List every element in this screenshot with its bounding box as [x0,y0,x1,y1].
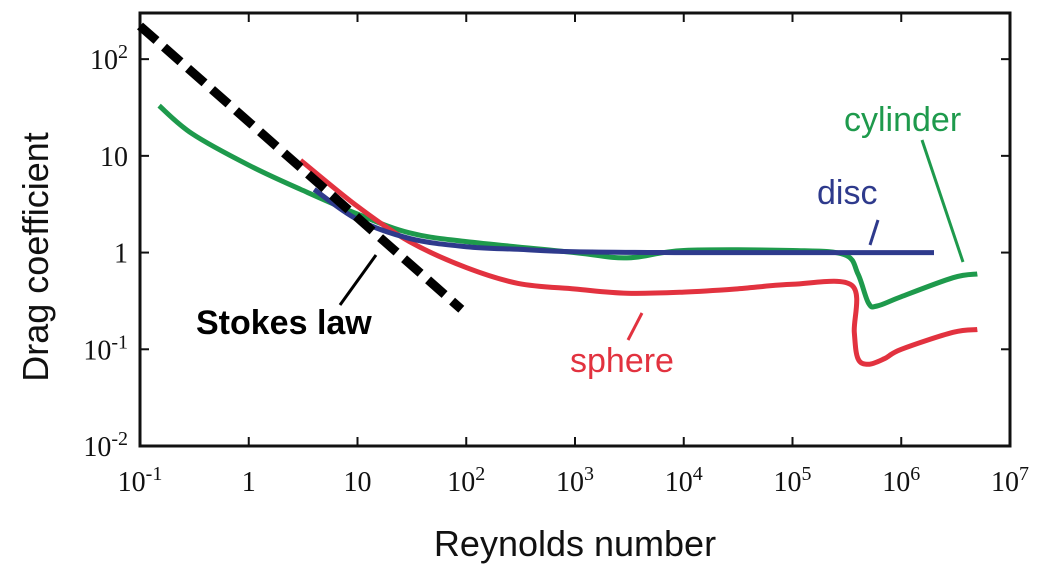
y-axis-title: Drag coefficient [15,132,56,381]
x-tick-label: 10-1 [118,463,163,498]
y-tick-label: 10 [100,142,128,173]
plot-frame [138,11,1012,448]
series-line-sphere [299,158,978,367]
x-tick-label: 105 [774,463,812,498]
y-tick-label: 10-2 [83,428,128,463]
y-tick-label: 102 [90,41,128,76]
y-tick-label: 1 [114,239,128,270]
x-tick-label: 103 [556,463,594,498]
x-tick-label: 10 [344,467,372,498]
series-line-stokes-law [137,22,465,313]
series-line-disc [312,187,934,256]
disc-leader-line [868,219,880,246]
cylinder-leader-line [920,139,965,263]
x-tick-label: 106 [882,463,920,498]
x-tick-label: 102 [447,463,485,498]
series-line-cylinder [157,103,978,310]
sphere-label: sphere [570,342,674,380]
x-tick-label: 1 [242,467,256,498]
annotations: cylinder disc sphere Stokes law [196,101,965,380]
x-axis-title: Reynolds number [434,523,716,564]
stokes-law-label: Stokes law [196,304,372,342]
y-tick-label: 10-1 [83,331,128,366]
cylinder-label: cylinder [844,101,961,139]
disc-label: disc [817,174,877,212]
sphere-leader-line [626,312,644,341]
stokes-leader-line [338,254,378,306]
x-tick-label: 104 [665,463,703,498]
series-lines [137,22,978,367]
x-tick-label: 107 [991,463,1029,498]
